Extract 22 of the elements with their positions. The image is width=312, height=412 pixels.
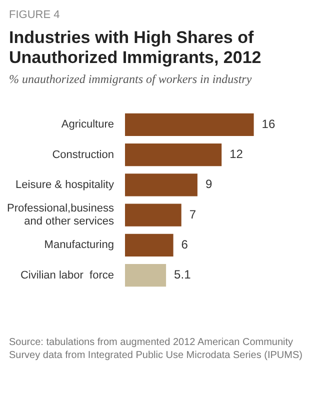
chart-subtitle: % unauthorized immigrants of workers in industry — [9, 72, 253, 87]
data-label: 12 — [230, 147, 244, 162]
y-tick-label: Leisure & hospitality — [16, 178, 114, 191]
caption: FIGURE 4 — [9, 9, 60, 21]
chart-title: Industries with High Shares of Unauthorized Immigrants, 2012 — [9, 28, 262, 68]
data-label: 9 — [205, 177, 212, 192]
data-label: 7 — [189, 207, 196, 222]
bar — [125, 204, 182, 226]
bar — [125, 234, 174, 256]
y-tick-label: Agriculture — [61, 118, 114, 131]
bar — [125, 113, 254, 136]
data-label: 16 — [262, 116, 276, 131]
y-tick-label: Professional,business and other services — [6, 202, 114, 228]
bar — [125, 264, 166, 287]
data-label: 5.1 — [174, 268, 192, 282]
y-tick-label: Construction — [52, 148, 114, 161]
source-note: Source: tabulations from augmented 2012 American Community Survey data from Integrated Public Use Microdata Series (IPUMS) — [9, 336, 304, 362]
y-tick-label: Civilian labor force — [20, 269, 114, 282]
bar — [125, 144, 222, 166]
bar — [125, 174, 198, 196]
y-tick-label: Manufacturing — [44, 239, 114, 252]
data-label: 6 — [181, 238, 188, 252]
